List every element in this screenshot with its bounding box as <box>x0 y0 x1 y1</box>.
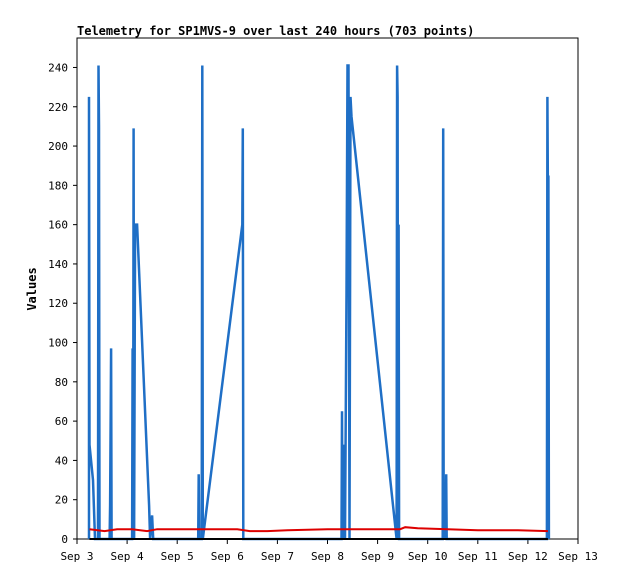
x-tick-label: Sep 7 <box>261 550 294 563</box>
y-tick-label: 40 <box>55 454 68 467</box>
x-tick-label: Sep 8 <box>311 550 344 563</box>
series-layer <box>87 64 551 541</box>
y-tick-label: 60 <box>55 415 68 428</box>
y-axis-label: Values <box>25 267 39 310</box>
y-tick-label: 200 <box>48 140 68 153</box>
y-axis: 0 20 40 60 80 100 120 140 160 180 200 220 240 <box>48 61 77 546</box>
series-line-2 <box>89 526 548 533</box>
y-tick-label: 20 <box>55 494 68 507</box>
y-tick-label: 240 <box>48 61 68 74</box>
x-axis: Sep 3 Sep 4 Sep 5 Sep 6 Sep 7 Sep 8 Sep 9 Sep 1… <box>60 539 598 563</box>
x-tick-label: Sep 11 <box>458 550 498 563</box>
y-tick-label: 100 <box>48 337 68 350</box>
x-tick-label: Sep 5 <box>161 550 194 563</box>
y-tick-label: 220 <box>48 101 68 114</box>
y-tick-label: 0 <box>61 533 68 546</box>
x-tick-label: Sep 4 <box>111 550 144 563</box>
y-tick-label: 160 <box>48 219 68 232</box>
plot-area <box>76 37 579 540</box>
x-tick-label: Sep 6 <box>211 550 244 563</box>
y-tick-label: 120 <box>48 297 68 310</box>
series-line-1 <box>87 64 551 541</box>
chart-title: Telemetry for SP1MVS-9 over last 240 hou… <box>77 24 474 38</box>
y-tick-label: 140 <box>48 258 68 271</box>
x-tick-label: Sep 9 <box>361 550 394 563</box>
x-tick-label: Sep 12 <box>508 550 548 563</box>
y-tick-label: 180 <box>48 179 68 192</box>
x-tick-label: Sep 13 <box>558 550 598 563</box>
x-tick-label: Sep 3 <box>60 550 93 563</box>
y-tick-label: 80 <box>55 376 68 389</box>
x-tick-label: Sep 10 <box>408 550 448 563</box>
